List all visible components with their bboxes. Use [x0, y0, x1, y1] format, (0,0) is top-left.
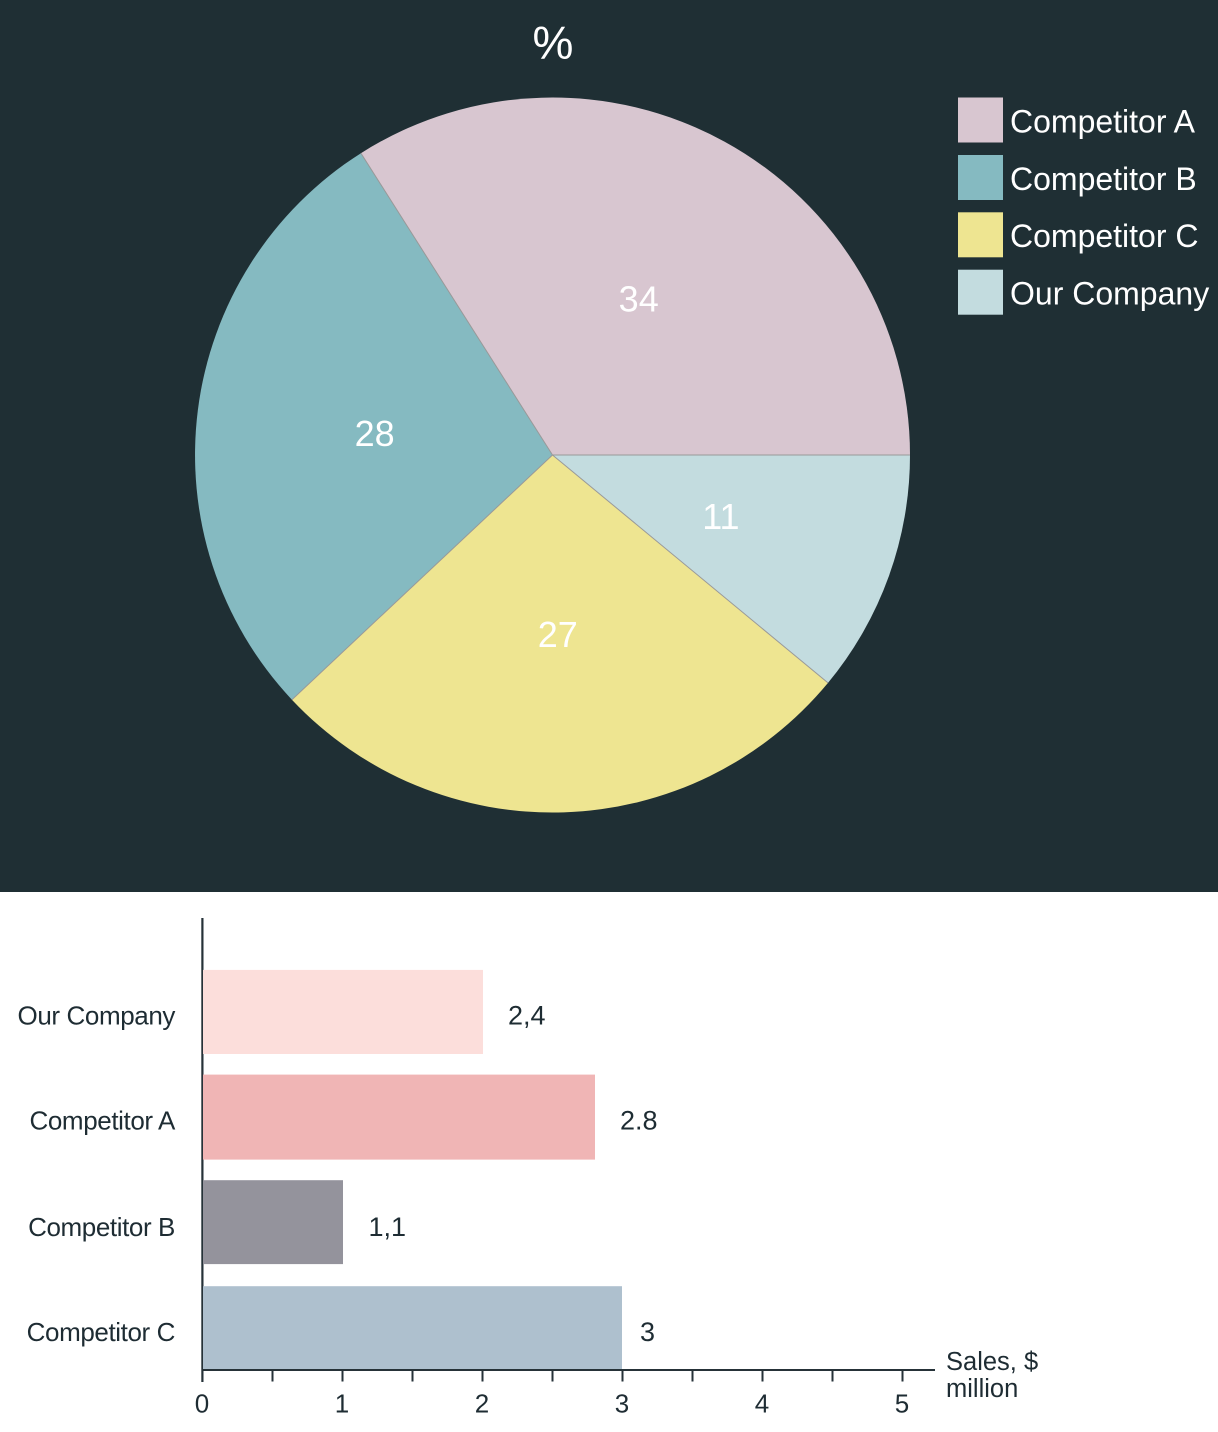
svg-text:28: 28 — [355, 413, 395, 454]
svg-text:2.8: 2.8 — [620, 1106, 658, 1136]
svg-text:Competitor A: Competitor A — [1010, 103, 1196, 139]
svg-text:million: million — [946, 1375, 1018, 1403]
svg-text:4: 4 — [755, 1389, 769, 1419]
svg-text:1: 1 — [335, 1389, 349, 1419]
svg-text:2: 2 — [475, 1389, 489, 1419]
svg-text:11: 11 — [702, 496, 739, 537]
svg-text:0: 0 — [195, 1389, 209, 1419]
svg-text:Competitor C: Competitor C — [1010, 218, 1199, 254]
svg-text:3: 3 — [640, 1317, 655, 1347]
svg-text:27: 27 — [538, 614, 578, 655]
svg-text:Competitor C: Competitor C — [27, 1317, 175, 1347]
svg-text:Competitor A: Competitor A — [30, 1106, 177, 1136]
svg-text:Our Company: Our Company — [1010, 276, 1209, 312]
svg-text:Competitor B: Competitor B — [1010, 161, 1197, 197]
svg-text:1,1: 1,1 — [369, 1212, 407, 1242]
svg-text:3: 3 — [615, 1389, 629, 1419]
svg-text:%: % — [533, 17, 574, 69]
svg-text:Sales, $: Sales, $ — [946, 1348, 1038, 1376]
svg-text:34: 34 — [619, 279, 659, 320]
svg-text:2,4: 2,4 — [508, 1000, 546, 1030]
svg-text:5: 5 — [895, 1389, 909, 1419]
svg-text:Our Company: Our Company — [18, 1000, 176, 1030]
svg-text:Competitor B: Competitor B — [28, 1212, 175, 1242]
